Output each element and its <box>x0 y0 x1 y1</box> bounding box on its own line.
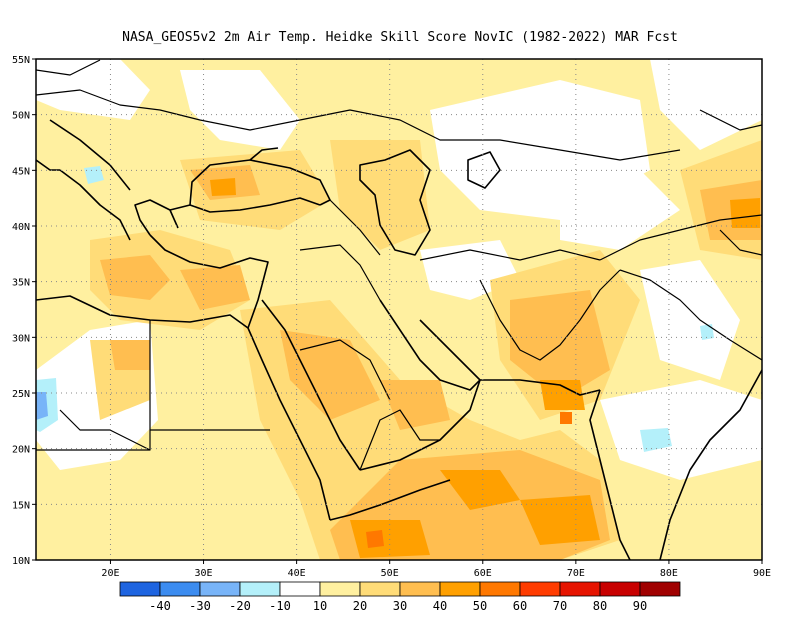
colorbar-tick-label: 50 <box>473 599 487 613</box>
lat-tick-label: 30N <box>12 333 30 344</box>
lon-tick-label: 90E <box>753 568 771 579</box>
colorbar-tick-label: -10 <box>269 599 291 613</box>
map-title: NASA_GEOS5v2 2m Air Temp. Heidke Skill S… <box>122 30 678 45</box>
colorbar-swatch <box>519 581 561 597</box>
skill-score-field <box>36 59 762 560</box>
colorbar-swatch <box>599 581 641 597</box>
colorbar <box>119 581 681 597</box>
lon-tick-label: 80E <box>660 568 678 579</box>
lat-tick-label: 15N <box>12 500 30 511</box>
lat-tick-label: 45N <box>12 166 30 177</box>
plot-frame <box>35 58 763 561</box>
colorbar-tick-label: -30 <box>189 599 211 613</box>
colorbar-swatch <box>399 581 441 597</box>
colorbar-tick-label: 30 <box>393 599 407 613</box>
colorbar-tick-label: 90 <box>633 599 647 613</box>
colorbar-tick-label: 10 <box>313 599 327 613</box>
colorbar-swatch <box>319 581 361 597</box>
lon-tick-label: 70E <box>567 568 585 579</box>
colorbar-tick-label: 40 <box>433 599 447 613</box>
lat-tick-label: 40N <box>12 222 30 233</box>
colorbar-swatch <box>479 581 521 597</box>
colorbar-swatch <box>239 581 281 597</box>
lat-tick-label: 50N <box>12 111 30 122</box>
lat-tick-label: 20N <box>12 445 30 456</box>
colorbar-labels: -40 -30 -20 -10 10 20 30 40 50 60 70 80 90 <box>149 599 647 613</box>
colorbar-tick-label: -40 <box>149 599 171 613</box>
longitude-ticks: 20E 30E 40E 50E 60E 70E 80E 90E <box>101 560 771 579</box>
colorbar-tick-label: 80 <box>593 599 607 613</box>
colorbar-tick-label: -20 <box>229 599 251 613</box>
colorbar-swatch <box>119 581 161 597</box>
colorbar-swatch <box>159 581 201 597</box>
lon-tick-label: 30E <box>195 568 213 579</box>
lon-tick-label: 40E <box>288 568 306 579</box>
lon-tick-label: 60E <box>474 568 492 579</box>
lon-tick-label: 20E <box>101 568 119 579</box>
colorbar-swatch <box>359 581 401 597</box>
lat-tick-label: 55N <box>12 55 30 66</box>
colorbar-tick-label: 20 <box>353 599 367 613</box>
colorbar-tick-label: 60 <box>513 599 527 613</box>
colorbar-swatch <box>279 581 321 597</box>
colorbar-tick-label: 70 <box>553 599 567 613</box>
colorbar-swatch <box>199 581 241 597</box>
latitude-ticks: 10N 15N 20N 25N 30N 35N 40N 45N 50N 55N <box>12 55 36 567</box>
colorbar-swatch <box>439 581 481 597</box>
lat-tick-label: 25N <box>12 389 30 400</box>
colorbar-swatch <box>639 581 681 597</box>
lat-tick-label: 35N <box>12 278 30 289</box>
graticule <box>36 59 762 560</box>
lat-tick-label: 10N <box>12 556 30 567</box>
colorbar-swatch <box>559 581 601 597</box>
lon-tick-label: 50E <box>381 568 399 579</box>
